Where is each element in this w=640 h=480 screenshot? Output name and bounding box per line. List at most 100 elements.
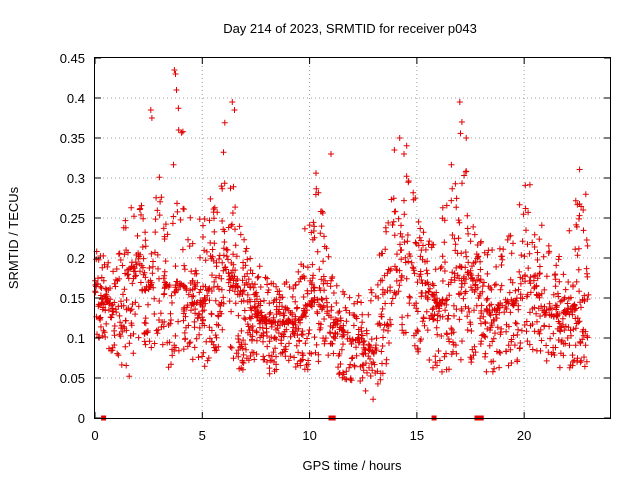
data-point [392, 263, 398, 270]
data-point [225, 256, 231, 263]
data-point [550, 349, 557, 356]
data-point [503, 299, 510, 306]
data-point [221, 119, 228, 126]
data-point [177, 216, 184, 223]
data-point [334, 331, 341, 337]
data-point [468, 284, 474, 291]
data-point [498, 282, 505, 289]
data-point [380, 334, 386, 341]
data-point [443, 366, 450, 373]
data-point [439, 368, 445, 375]
data-point [518, 327, 525, 334]
data-point [155, 265, 161, 272]
data-point [369, 367, 376, 374]
data-point [328, 275, 335, 282]
data-point [221, 180, 228, 187]
data-point [342, 304, 349, 311]
data-point [200, 349, 207, 356]
data-point [174, 208, 181, 215]
data-point [343, 307, 350, 314]
data-point [203, 338, 210, 345]
data-point [491, 318, 497, 324]
data-point [155, 326, 162, 333]
y-tick-label: 0.25 [60, 211, 85, 226]
data-point [313, 185, 320, 192]
data-point [486, 342, 493, 349]
data-point [426, 238, 433, 245]
data-point [271, 335, 278, 342]
data-point [213, 259, 220, 266]
data-point [552, 302, 559, 309]
data-point [420, 229, 427, 236]
data-point [359, 311, 366, 318]
data-point [204, 357, 211, 364]
data-point [332, 316, 339, 323]
data-point [509, 279, 516, 286]
data-point [201, 216, 208, 222]
data-point [227, 185, 234, 192]
data-point [538, 222, 545, 229]
data-point [411, 270, 418, 277]
data-point [453, 204, 460, 211]
data-point [200, 222, 206, 229]
data-point [304, 264, 311, 271]
data-point [328, 307, 335, 314]
data-point [99, 332, 106, 339]
data-point [315, 189, 322, 196]
data-point [169, 346, 176, 353]
data-point [367, 297, 374, 304]
data-point [448, 197, 455, 204]
data-point [553, 262, 560, 269]
data-point [314, 248, 321, 255]
data-point [235, 332, 242, 339]
data-point [452, 241, 459, 248]
data-point [269, 319, 276, 326]
data-point [496, 309, 503, 316]
data-point [353, 315, 360, 322]
data-point [293, 326, 300, 332]
data-point [567, 305, 574, 312]
data-point [434, 362, 440, 369]
data-point [534, 275, 541, 282]
data-point [496, 349, 503, 355]
data-point [405, 179, 412, 186]
data-point [287, 333, 294, 340]
data-point [260, 338, 266, 345]
data-point [407, 253, 414, 260]
data-point [323, 245, 330, 252]
data-point [243, 355, 250, 362]
data-point [472, 286, 479, 293]
data-point [438, 263, 445, 270]
data-point [169, 220, 176, 227]
data-point [547, 335, 554, 342]
data-point [236, 365, 243, 372]
data-point [146, 338, 153, 345]
data-point [571, 301, 578, 308]
data-point [577, 338, 584, 345]
data-point [168, 317, 174, 323]
data-point [581, 363, 588, 370]
data-point [226, 276, 233, 283]
data-point [576, 212, 583, 219]
data-point [543, 273, 550, 280]
data-point [106, 300, 113, 307]
data-point [100, 277, 107, 284]
data-point [541, 303, 548, 310]
data-point [462, 168, 469, 175]
data-point [154, 207, 161, 214]
data-point [491, 282, 498, 289]
data-point [274, 325, 281, 332]
data-point [483, 308, 490, 315]
data-point [212, 297, 219, 304]
data-point [255, 273, 262, 280]
data-point [299, 352, 306, 359]
data-point [519, 295, 526, 302]
data-point [386, 340, 392, 346]
data-point [531, 304, 538, 311]
data-point [199, 353, 206, 360]
y-axis-title: SRMTID / TECUs [6, 186, 21, 289]
data-point [102, 293, 109, 300]
data-point [95, 334, 102, 341]
data-point [569, 352, 576, 359]
data-point [115, 352, 122, 359]
